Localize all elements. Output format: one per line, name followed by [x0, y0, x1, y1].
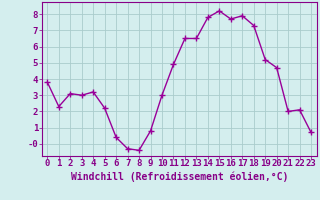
X-axis label: Windchill (Refroidissement éolien,°C): Windchill (Refroidissement éolien,°C) [70, 171, 288, 182]
